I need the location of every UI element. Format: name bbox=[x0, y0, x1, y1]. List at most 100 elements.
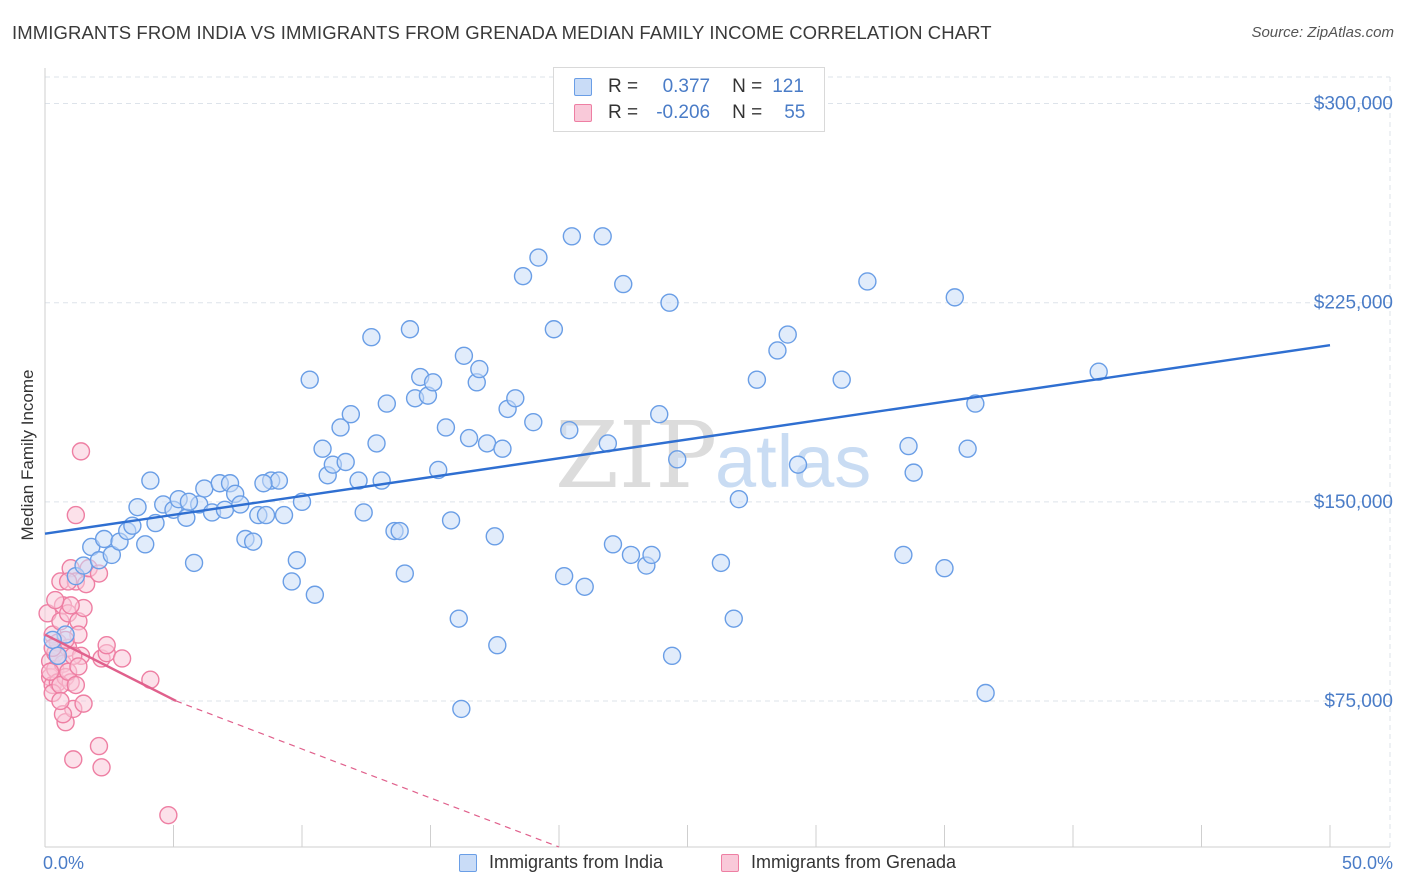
correlation-legend: R = 0.377 N = 121 R = -0.206 N = 55 bbox=[553, 67, 825, 132]
india-point bbox=[436, 418, 456, 437]
india-point bbox=[904, 463, 923, 482]
india-point bbox=[966, 394, 985, 413]
india-point bbox=[254, 474, 273, 493]
legend-n-label: N = bbox=[732, 76, 763, 97]
india-point bbox=[74, 556, 93, 575]
india-point bbox=[554, 566, 574, 586]
india-point bbox=[662, 646, 682, 666]
trend-lines bbox=[44, 343, 1331, 848]
india-point bbox=[48, 646, 68, 666]
grenada-point bbox=[66, 675, 86, 695]
india-point bbox=[603, 535, 623, 554]
legend-r-value: 0.377 bbox=[662, 76, 711, 97]
legend-n-value: 121 bbox=[772, 76, 804, 97]
india-point bbox=[506, 389, 525, 408]
axes bbox=[44, 68, 1390, 848]
legend-r-value: -0.206 bbox=[656, 102, 711, 123]
grenada-swatch bbox=[721, 853, 739, 872]
bottom-legend-grenada: Immigrants from Grenada bbox=[721, 852, 956, 873]
bottom-legend-label: Immigrants from Grenada bbox=[751, 852, 957, 872]
y-axis-label: Median Family Income bbox=[18, 369, 37, 540]
india-point bbox=[341, 405, 361, 424]
grenada-point bbox=[71, 442, 91, 461]
india-swatch bbox=[574, 78, 592, 96]
india-point bbox=[390, 521, 409, 541]
india-point bbox=[858, 272, 877, 291]
india-swatch bbox=[459, 853, 477, 872]
india-point bbox=[470, 359, 489, 379]
india-point bbox=[524, 412, 543, 432]
grid bbox=[45, 76, 1391, 847]
grenada-point bbox=[89, 736, 109, 756]
x-tick-label: 0.0% bbox=[43, 853, 84, 873]
y-tick-label: $300,000 bbox=[1314, 94, 1393, 115]
india-point bbox=[729, 489, 749, 509]
grenada-point bbox=[92, 758, 111, 777]
india-point bbox=[832, 370, 851, 389]
india-point bbox=[621, 545, 641, 565]
india-point bbox=[195, 479, 214, 498]
grenada-point bbox=[61, 596, 80, 615]
india-points bbox=[43, 227, 1108, 719]
india-point bbox=[300, 370, 319, 389]
india-point bbox=[367, 434, 386, 453]
india-point bbox=[362, 328, 381, 347]
india-point bbox=[711, 553, 731, 573]
bottom-legend-india: Immigrants from India bbox=[459, 852, 663, 873]
india-point bbox=[305, 585, 325, 604]
grenada-point bbox=[40, 662, 60, 681]
india-point bbox=[529, 248, 548, 267]
y-tick-label: $225,000 bbox=[1314, 293, 1393, 314]
legend-r-label: R = bbox=[608, 76, 639, 97]
india-point bbox=[650, 405, 669, 424]
india-point bbox=[459, 428, 479, 448]
legend-row-india: R = 0.377 N = 121 bbox=[574, 74, 804, 100]
grenada-point bbox=[97, 636, 116, 655]
india-point bbox=[894, 545, 913, 565]
grenada-point bbox=[51, 691, 70, 711]
chart-title: IMMIGRANTS FROM INDIA VS IMMIGRANTS FROM… bbox=[12, 22, 992, 43]
legend-n-label: N = bbox=[732, 102, 763, 123]
y-tick-label: $150,000 bbox=[1314, 492, 1393, 513]
grenada-point bbox=[46, 590, 65, 610]
india-point bbox=[768, 341, 787, 360]
india-point bbox=[354, 503, 373, 522]
india-point bbox=[724, 609, 743, 628]
india-point bbox=[562, 227, 582, 246]
india-point bbox=[269, 471, 289, 490]
india-point bbox=[513, 266, 533, 286]
india-point bbox=[256, 505, 276, 525]
india-point bbox=[958, 439, 977, 458]
india-point bbox=[560, 420, 579, 440]
india-point bbox=[313, 439, 332, 458]
india-point bbox=[441, 511, 461, 530]
grenada-trend-line bbox=[44, 633, 177, 703]
india-point bbox=[282, 572, 301, 591]
india-point bbox=[141, 471, 160, 490]
india-point bbox=[423, 373, 443, 392]
grenada-swatch bbox=[574, 104, 592, 122]
india-trend-line bbox=[44, 343, 1331, 535]
chart-source: Source: ZipAtlas.com bbox=[1251, 24, 1394, 41]
india-point bbox=[179, 492, 199, 512]
x-tick-labels: 0.0% 50.0% bbox=[43, 853, 1393, 873]
india-point bbox=[488, 636, 507, 655]
india-point bbox=[184, 553, 204, 573]
india-point bbox=[660, 293, 679, 312]
india-point bbox=[477, 434, 497, 453]
india-point bbox=[128, 497, 147, 517]
india-point bbox=[899, 436, 918, 456]
india-point bbox=[136, 535, 155, 554]
india-point bbox=[400, 320, 420, 339]
india-point bbox=[485, 527, 504, 546]
india-point bbox=[945, 288, 964, 307]
legend-n-value: 55 bbox=[784, 102, 806, 123]
india-point bbox=[94, 529, 114, 549]
india-point bbox=[454, 346, 474, 365]
grenada-trend-extension bbox=[175, 700, 560, 848]
bottom-legend-label: Immigrants from India bbox=[489, 852, 664, 872]
india-point bbox=[377, 394, 397, 413]
india-point bbox=[976, 683, 995, 703]
grenada-point bbox=[66, 505, 86, 525]
